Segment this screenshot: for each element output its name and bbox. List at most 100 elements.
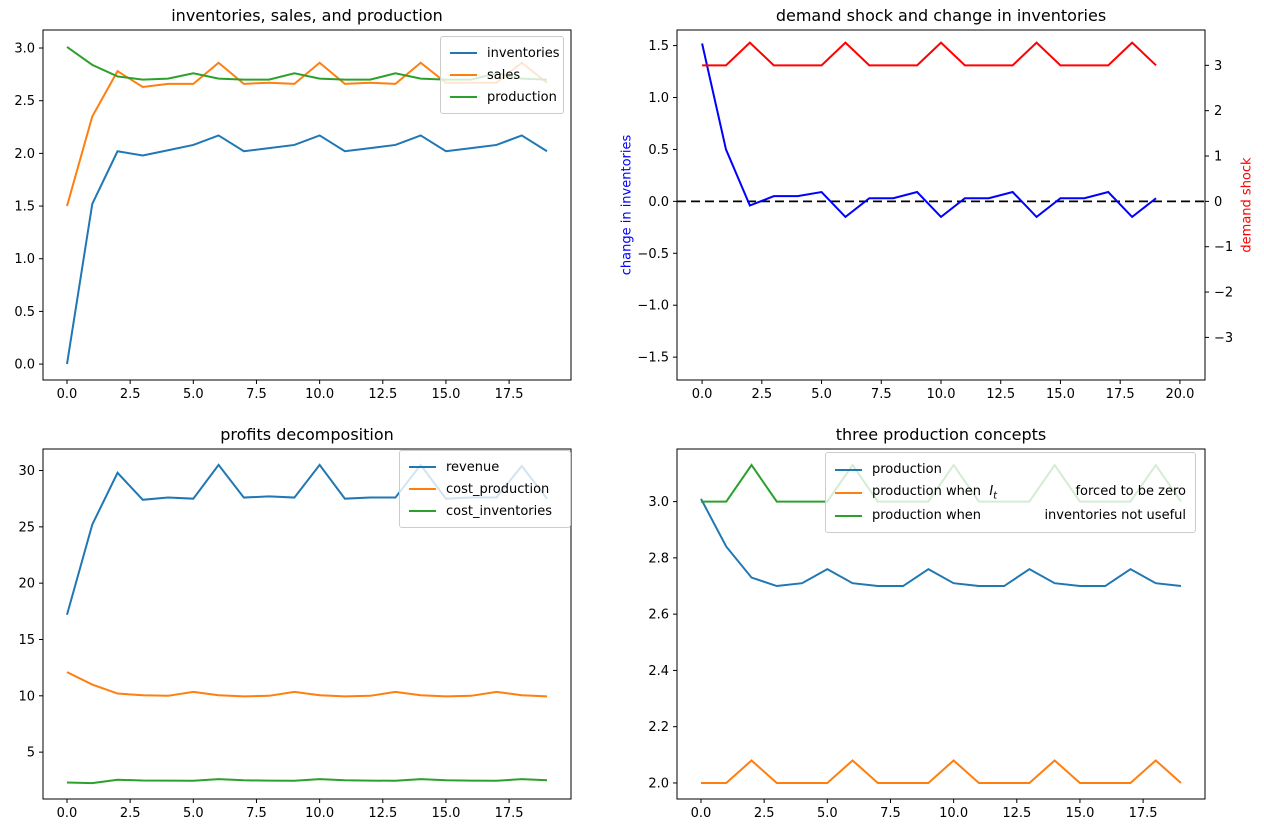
legend-label: sales (487, 67, 521, 83)
y-tick-label: 30 (18, 464, 35, 479)
subplot-title-profits-decomposition: profits decomposition (220, 425, 394, 444)
legend-label-left: production when (872, 508, 982, 523)
axes-spines (42, 29, 572, 381)
x-tick-label: 5.0 (183, 387, 204, 402)
x-tick-label: 17.5 (495, 387, 524, 402)
right-y-tick-label: −1 (1214, 240, 1233, 255)
y-tick-label: 2.6 (648, 608, 669, 623)
y-tick-label: 2.5 (14, 94, 35, 109)
y-tick-label: 1.0 (14, 252, 35, 267)
legend-item: cost_inventories (409, 500, 561, 522)
series-line-cost-inventories (66, 778, 548, 785)
legend-item: revenue (409, 456, 561, 478)
y-tick-label: 0.0 (648, 195, 669, 210)
legend-inventories-sales-production: inventories sales production (440, 36, 564, 114)
subplot-title-inventories-sales-production: inventories, sales, and production (171, 6, 443, 25)
math-variable-I: I (989, 483, 994, 499)
y-tick-label: 2.4 (648, 664, 669, 679)
y-tick-label: 2.2 (648, 720, 669, 735)
legend-item: cost_production (409, 478, 561, 500)
x-tick-label: 0.0 (57, 387, 78, 402)
legend-line-swatch (835, 491, 862, 494)
x-tick-label: 10.0 (939, 806, 968, 821)
legend-line-swatch (835, 468, 862, 471)
x-tick-label: 7.5 (246, 806, 267, 821)
x-tick-label: 17.5 (495, 806, 524, 821)
series-line-cost-production (66, 671, 548, 698)
y-tick-label: −1.0 (637, 299, 669, 314)
subplot-title-demand-shock: demand shock and change in inventories (775, 6, 1107, 25)
legend-label: revenue (446, 459, 500, 475)
x-tick-label: 10.0 (305, 387, 334, 402)
legend-label: cost_inventories (446, 503, 553, 519)
y-tick-label: 10 (18, 689, 35, 704)
x-tick-label: 5.0 (817, 806, 838, 821)
series-line-production (700, 498, 1182, 588)
y-tick-label: −0.5 (637, 247, 669, 262)
y-tick-label: 2.8 (648, 551, 669, 566)
x-tick-label: 15.0 (431, 387, 460, 402)
legend-label-right: inventories not useful (1044, 508, 1186, 523)
legend-item: production when It forced to be zero (835, 481, 1186, 504)
x-tick-label: 2.5 (120, 806, 141, 821)
axes-spines (676, 29, 1206, 381)
x-tick-label: 0.0 (57, 806, 78, 821)
x-tick-label: 10.0 (305, 806, 334, 821)
x-tick-label: 2.5 (754, 806, 775, 821)
legend-three-production-concepts: production production when It forced to … (825, 452, 1196, 533)
right-y-tick-label: 1 (1214, 150, 1222, 165)
x-tick-label: 12.5 (368, 387, 397, 402)
x-tick-label: 7.5 (880, 806, 901, 821)
y-tick-label: 0.5 (648, 143, 669, 158)
y-tick-label: 1.5 (648, 39, 669, 54)
x-tick-label: 15.0 (431, 806, 460, 821)
y-tick-label: −1.5 (637, 351, 669, 366)
y-tick-label: 2.0 (14, 147, 35, 162)
math-subscript-t: t (993, 490, 998, 502)
series-line-production-when-i-t-forced-to-be-zero (701, 759, 1182, 784)
legend-label: production (487, 89, 557, 105)
legend-item: production (835, 458, 1186, 481)
right-y-tick-label: −2 (1214, 286, 1233, 301)
x-tick-label: 2.5 (120, 387, 141, 402)
x-tick-label: 17.5 (1106, 387, 1135, 402)
legend-item: production when inventories not useful (835, 504, 1186, 527)
x-tick-label: 15.0 (1046, 387, 1075, 402)
y-tick-label: 3.0 (14, 42, 35, 57)
axes-spines (676, 448, 1206, 800)
series-line-demand-shock (702, 41, 1157, 67)
y-tick-label: 0.0 (14, 358, 35, 373)
legend-label: cost_production (446, 481, 550, 497)
legend-line-swatch (409, 488, 436, 490)
x-tick-label: 7.5 (246, 387, 267, 402)
x-tick-label: 12.5 (986, 387, 1015, 402)
y-tick-label: 15 (18, 633, 35, 648)
right-y-tick-label: 3 (1214, 59, 1222, 74)
legend-split-label: production when It forced to be zero (872, 484, 1186, 502)
y-tick-label: 20 (18, 577, 35, 592)
x-tick-label: 0.0 (692, 387, 713, 402)
y-tick-label: 1.5 (14, 200, 35, 215)
legend-line-swatch (409, 466, 436, 468)
legend-line-swatch (450, 52, 477, 54)
x-tick-label: 15.0 (1065, 806, 1094, 821)
x-tick-label: 5.0 (183, 806, 204, 821)
legend-line-swatch (450, 96, 477, 98)
legend-profits-decomposition: revenue cost_production cost_inventories (399, 450, 571, 528)
subplot-title-three-production-concepts: three production concepts (835, 425, 1047, 444)
x-tick-label: 12.5 (1002, 806, 1031, 821)
legend-item: production (450, 86, 557, 108)
y-tick-label: 25 (18, 520, 35, 535)
legend-split-label: production when inventories not useful (872, 508, 1186, 523)
legend-label: inventories (487, 45, 560, 61)
y-tick-label: 0.5 (14, 305, 35, 320)
legend-label-right: forced to be zero (1075, 483, 1186, 499)
x-tick-label: 0.0 (691, 806, 712, 821)
y-tick-label: 2.0 (648, 776, 669, 791)
x-tick-label: 12.5 (368, 806, 397, 821)
legend-label-left: production when It (872, 484, 997, 502)
axes-spines (42, 448, 572, 800)
right-y-tick-label: 0 (1214, 195, 1222, 210)
